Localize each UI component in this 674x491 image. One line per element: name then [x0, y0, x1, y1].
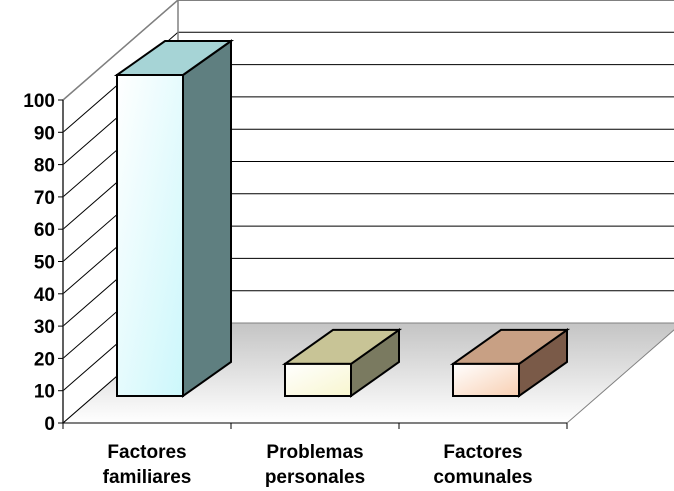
bar [113, 39, 235, 398]
bar [281, 327, 403, 398]
bar-front-face [284, 362, 352, 397]
category-label: familiares [103, 467, 192, 488]
y-tick-label: 90 [34, 123, 55, 144]
y-tick-label: 70 [34, 188, 55, 209]
y-tick-label: 100 [23, 91, 55, 112]
y-tick-label: 20 [34, 349, 55, 370]
category-label: Factores [107, 442, 186, 463]
category-label: personales [265, 467, 365, 488]
y-tick-label: 30 [34, 317, 55, 338]
category-label: comunales [433, 467, 532, 488]
y-tick-label: 50 [34, 253, 55, 274]
y-tick-label: 10 [34, 382, 55, 403]
bar-front-face [116, 74, 184, 397]
bar [449, 327, 571, 398]
category-label: Factores [443, 442, 522, 463]
y-tick-label: 80 [34, 156, 55, 177]
bar-front-face [452, 362, 520, 397]
category-label: Problemas [266, 442, 363, 463]
y-tick-label: 60 [34, 220, 55, 241]
y-tick-label: 0 [44, 414, 55, 435]
bar-side-face [182, 39, 232, 398]
y-tick-label: 40 [34, 285, 55, 306]
